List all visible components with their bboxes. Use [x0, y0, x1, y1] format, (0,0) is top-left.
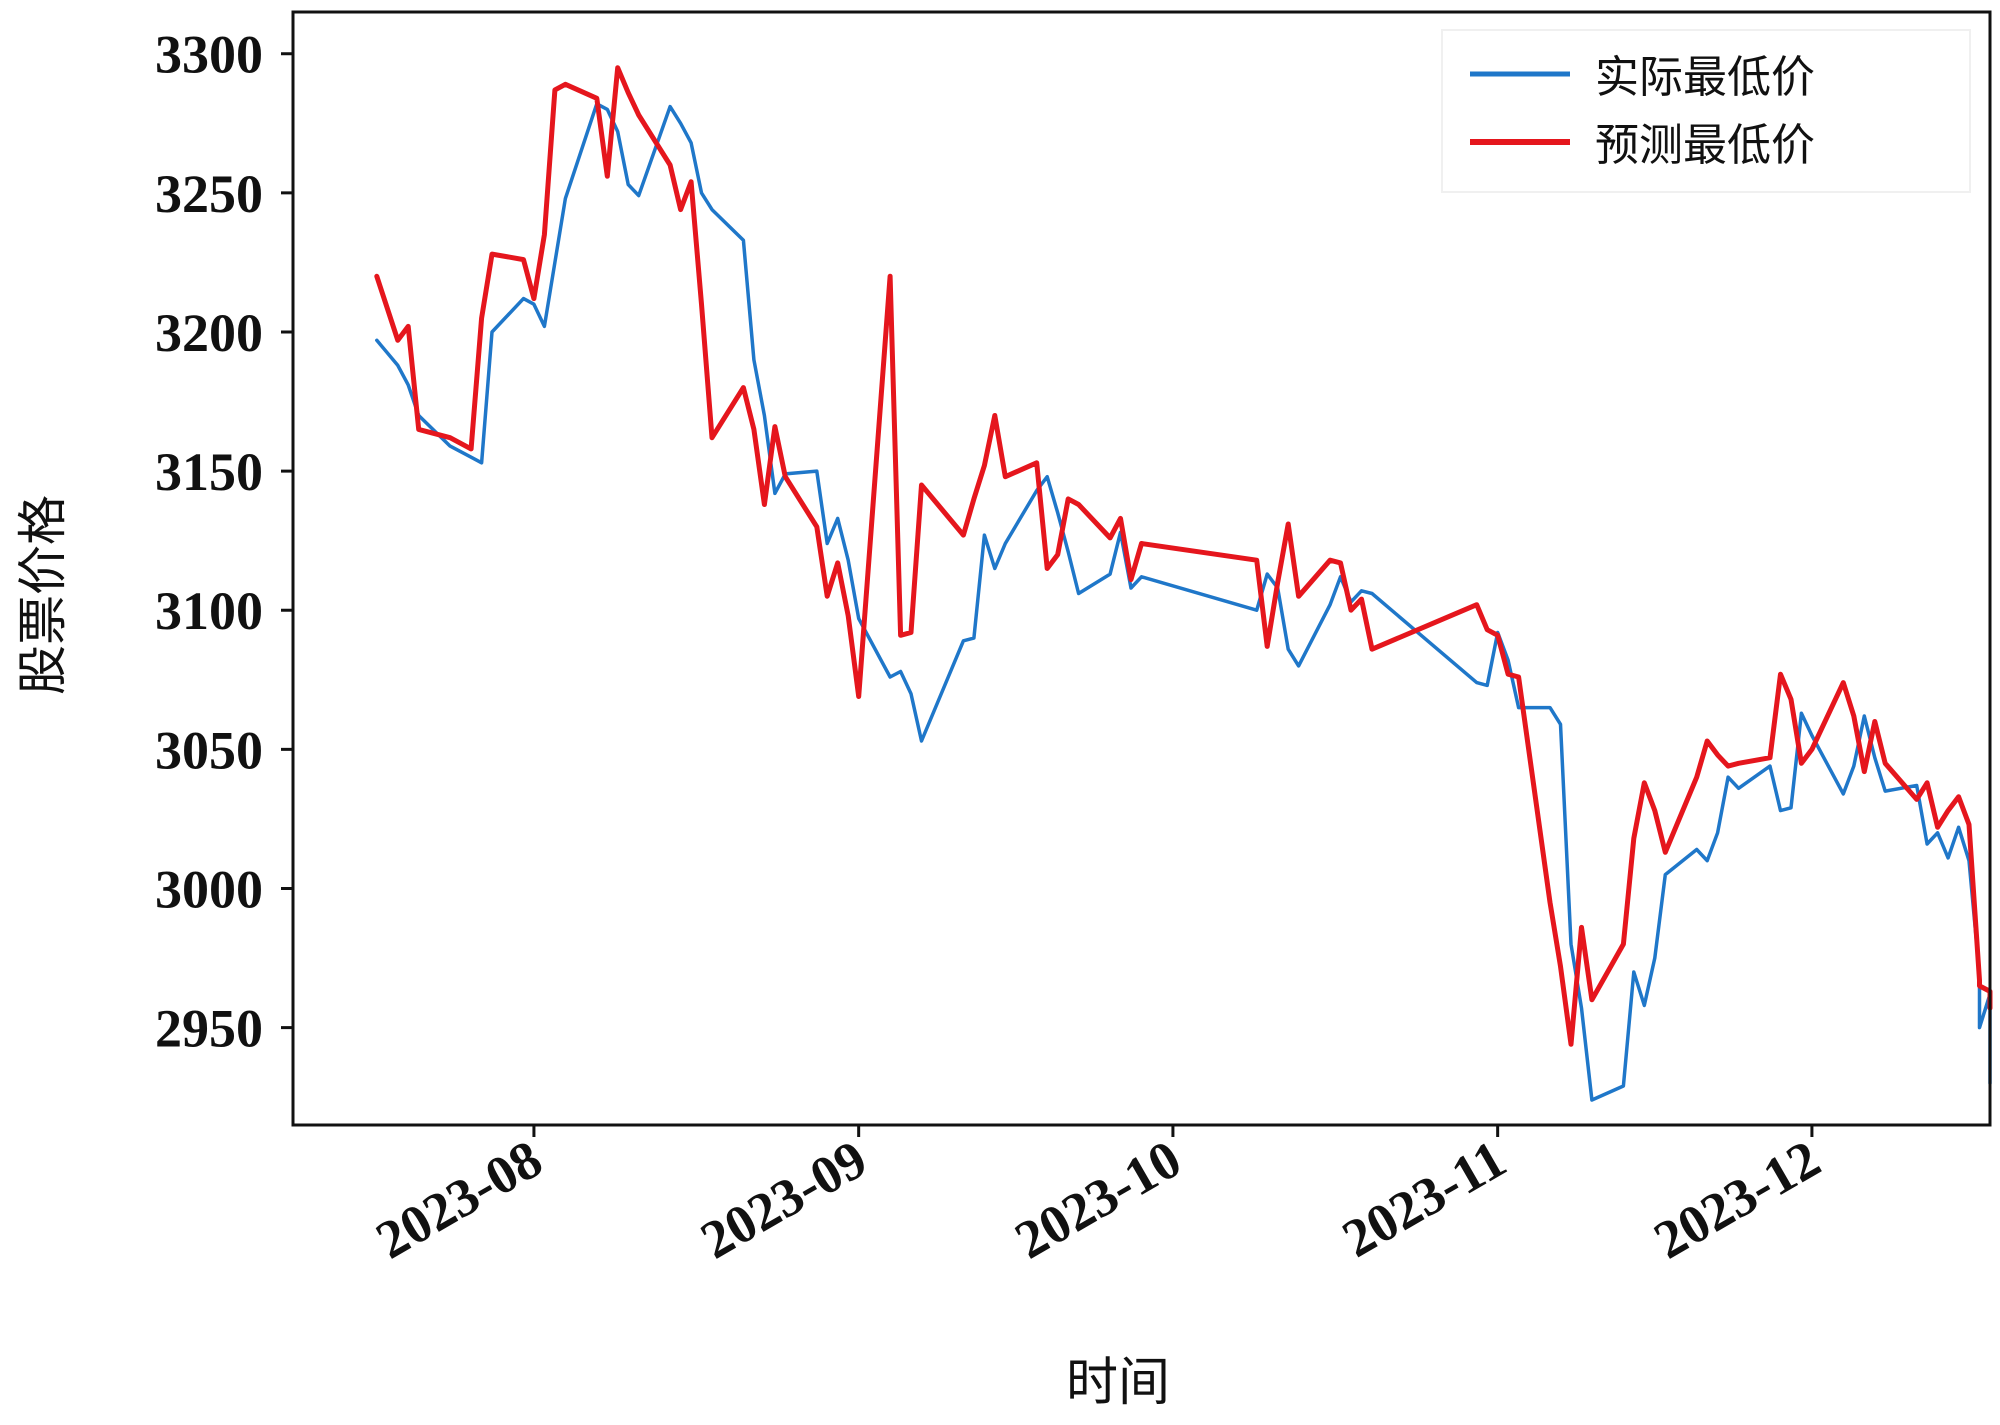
- y-tick-label: 3000: [155, 859, 263, 919]
- y-tick-label: 3200: [155, 303, 263, 363]
- y-tick-label: 3100: [155, 581, 263, 641]
- series-line-predicted: [374, 65, 1993, 1047]
- y-tick-label: 2950: [155, 999, 263, 1059]
- legend-label-actual: 实际最低价: [1595, 52, 1815, 103]
- y-tick-label: 3300: [155, 25, 263, 85]
- y-tick-label: 3150: [155, 442, 263, 502]
- legend-box: [1441, 29, 1971, 193]
- x-axis-label: 时间: [1066, 1353, 1170, 1413]
- legend-label-predicted: 预测最低价: [1595, 120, 1815, 171]
- plot-lines: [374, 65, 1993, 1102]
- series-line-actual: [375, 102, 1992, 1102]
- legend: 实际最低价 预测最低价: [1441, 29, 1971, 193]
- y-tick-label: 3050: [155, 720, 263, 780]
- y-tick-label: 3250: [155, 164, 263, 224]
- y-axis-label: 股票价格: [14, 495, 72, 695]
- plot-frame: [291, 10, 1992, 1127]
- y-axis: 2950 3000 3050 3100 3150 3200 3250 3300: [155, 25, 293, 1059]
